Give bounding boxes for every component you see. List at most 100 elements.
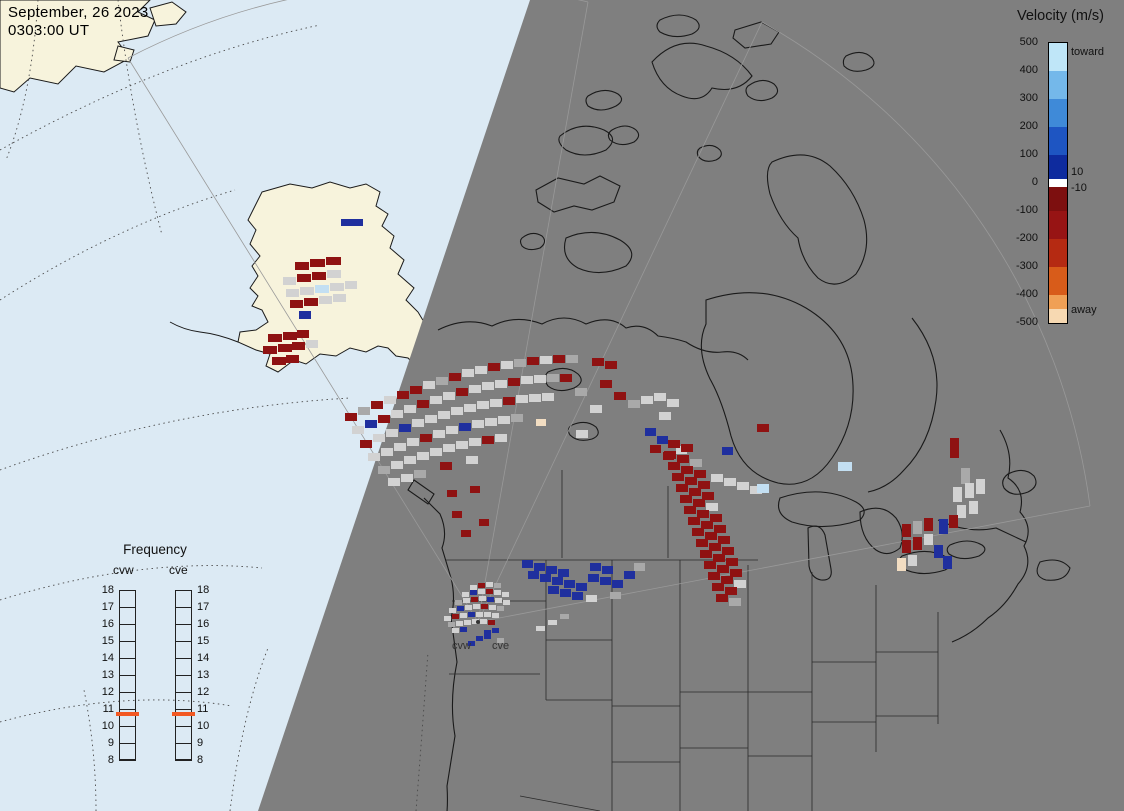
velocity-cell [481, 604, 488, 609]
velocity-cell [310, 259, 325, 267]
velocity-cell [462, 369, 474, 377]
coastlines [407, 14, 1071, 811]
frequency-rung [175, 658, 192, 659]
velocity-cell [722, 547, 734, 555]
velocity-cell [456, 621, 463, 626]
velocity-cell [913, 537, 922, 550]
colorbar-segment [1049, 309, 1067, 323]
velocity-cell [503, 600, 510, 605]
velocity-cell [297, 330, 309, 338]
velocity-cell [466, 456, 478, 464]
velocity-cell [508, 378, 520, 386]
velocity-cell [378, 415, 390, 423]
velocity-cell [961, 468, 970, 484]
frequency-rung [119, 590, 136, 591]
velocity-cell [737, 482, 749, 490]
velocity-cell [726, 558, 738, 566]
velocity-cell [384, 396, 396, 404]
data-cells [263, 219, 985, 646]
velocity-cell [470, 585, 477, 590]
radar-column-header-cvw: cvw [113, 563, 134, 577]
velocity-cell [263, 346, 277, 354]
velocity-cell [330, 283, 344, 291]
velocity-cell [634, 563, 645, 571]
colorbar-tick-label: 500 [1019, 36, 1038, 48]
velocity-cell [552, 577, 563, 585]
velocity-cell [667, 399, 679, 407]
velocity-cell [522, 560, 533, 568]
velocity-cell [534, 375, 546, 383]
velocity-cell [614, 392, 626, 400]
velocity-cell [326, 257, 341, 265]
velocity-cell [529, 394, 541, 402]
frequency-rung [119, 743, 136, 744]
velocity-legend-title: Velocity (m/s) [1016, 8, 1104, 24]
hudson-bay [700, 292, 854, 485]
velocity-cell [460, 613, 467, 618]
velocity-cell [297, 274, 311, 282]
velocity-cell [902, 540, 911, 553]
colorbar-segment [1049, 155, 1067, 179]
velocity-cell [560, 614, 569, 619]
velocity-cell [730, 569, 742, 577]
velocity-cell [502, 592, 509, 597]
velocity-cell [521, 376, 533, 384]
velocity-cell [478, 589, 485, 594]
baffin-island [766, 154, 868, 285]
arctic-islet-4 [842, 51, 875, 72]
velocity-cell [692, 528, 704, 536]
frequency-tick-label: 13 [197, 669, 210, 681]
velocity-cell [430, 396, 442, 404]
siberia-landmass [0, 0, 156, 93]
velocity-cell [628, 400, 640, 408]
radar-column-header-cve: cve [169, 563, 188, 577]
velocity-cell [404, 405, 416, 413]
frequency-rung [175, 760, 192, 761]
great-slave-lake [567, 421, 599, 441]
frequency-panel: Frequency cvw cve 18 17 16 15 14 13 12 11 10 9 8 1… [85, 542, 245, 777]
frequency-title: Frequency [123, 542, 187, 557]
velocity-cell [548, 620, 557, 625]
colorbar-segment [1049, 71, 1067, 99]
velocity-cell [542, 393, 554, 401]
velocity-cell [700, 550, 712, 558]
velocity-cell [333, 294, 346, 302]
velocity-ticks: 500 400 300 200 100 0 -100 -200 -300 -400 -500 [997, 36, 1043, 328]
arctic-islet-3 [745, 79, 779, 102]
velocity-cell [564, 580, 575, 588]
velocity-cell [461, 530, 471, 537]
velocity-cell [701, 521, 713, 529]
velocity-cell [490, 399, 502, 407]
velocity-cell [536, 419, 546, 426]
velocity-cell [488, 620, 495, 625]
velocity-cell [463, 598, 470, 603]
velocity-cell [477, 401, 489, 409]
toward-label: toward [1071, 46, 1105, 58]
velocity-cell [417, 452, 429, 460]
velocity-cell [681, 466, 693, 474]
velocity-cell [407, 438, 419, 446]
velocity-cell [464, 620, 471, 625]
colorbar-tick-label: 400 [1019, 64, 1038, 76]
velocity-cell [423, 381, 435, 389]
velocity-cell [528, 571, 539, 579]
velocity-cell [440, 462, 452, 470]
velocity-cell [600, 577, 611, 585]
velocity-cell [514, 359, 526, 367]
velocity-cell [511, 414, 523, 422]
radar-fan-lines [127, 0, 1091, 623]
velocity-cell [456, 388, 468, 396]
frequency-rung [119, 641, 136, 642]
frequency-ladder-cvw: 18 17 16 15 14 13 12 11 10 9 8 [102, 584, 139, 766]
velocity-cell [586, 595, 597, 602]
velocity-cell [553, 355, 565, 363]
velocity-cell [957, 505, 966, 518]
arctic-islet-1 [607, 125, 640, 146]
colorbar-tick-label: -500 [1015, 316, 1038, 328]
lake-ontario [946, 540, 986, 560]
velocity-cell [472, 619, 479, 624]
velocity-cell [540, 356, 552, 364]
velocity-cell [897, 558, 906, 571]
velocity-cell [470, 486, 480, 493]
velocity-cell [704, 561, 716, 569]
